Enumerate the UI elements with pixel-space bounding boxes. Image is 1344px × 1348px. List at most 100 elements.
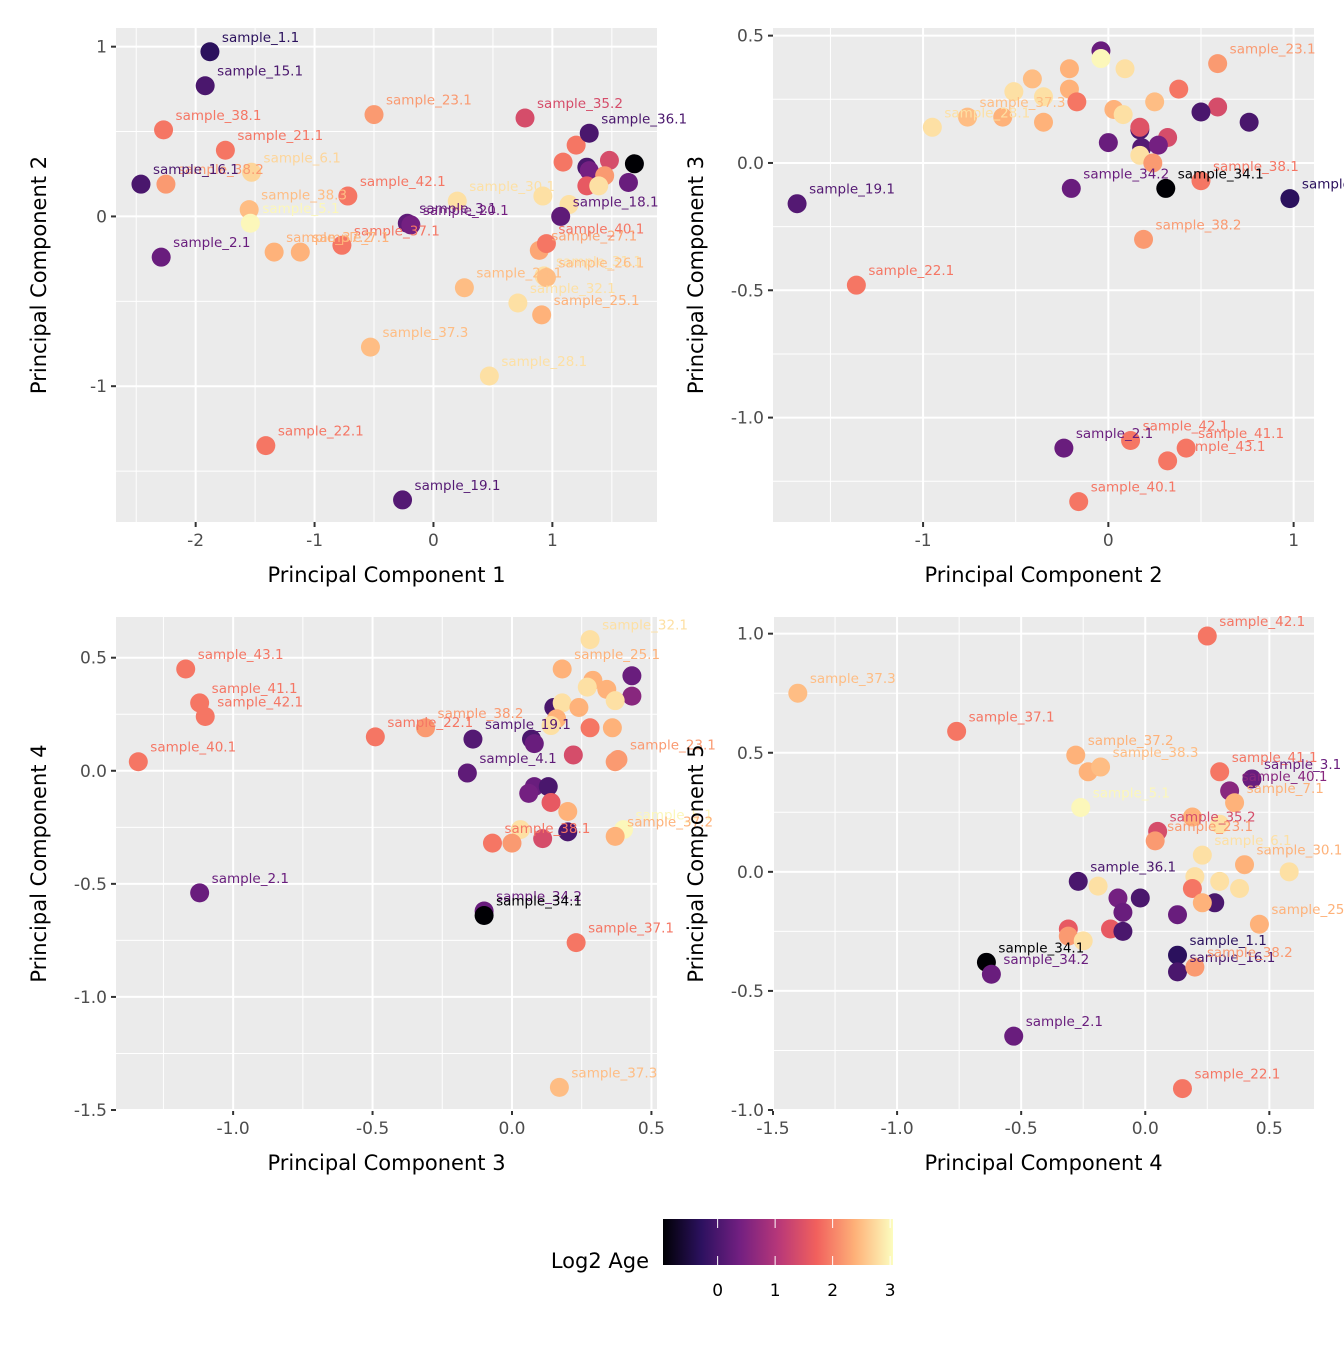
data-point xyxy=(365,727,385,747)
point-label: sample_38.1 xyxy=(176,108,262,124)
data-point xyxy=(1145,92,1165,112)
x-tick-label: -1.0 xyxy=(217,1119,250,1139)
y-tick-label: 1 xyxy=(96,38,107,58)
y-tick-label: -1.5 xyxy=(74,1101,107,1121)
data-point xyxy=(482,833,502,853)
point-label: sample_32.1 xyxy=(530,281,616,297)
y-tick-label: -1.0 xyxy=(731,409,764,429)
data-point xyxy=(1113,921,1133,941)
data-point xyxy=(1225,793,1245,813)
y-tick-label: -0.5 xyxy=(74,875,107,895)
data-point xyxy=(515,108,535,128)
point-label: sample_42.1 xyxy=(360,174,446,190)
point-label: sample_40.1 xyxy=(1242,769,1328,785)
data-point xyxy=(536,268,556,288)
point-label: sample_6.1 xyxy=(264,150,341,166)
data-point xyxy=(608,749,628,769)
data-point xyxy=(1073,931,1093,951)
point-label: sample_34.2 xyxy=(1083,166,1169,182)
data-point xyxy=(622,666,642,686)
data-point xyxy=(1235,855,1255,875)
data-point xyxy=(553,152,573,172)
data-point xyxy=(151,247,171,267)
data-point xyxy=(1182,879,1202,899)
point-label: sample_31.1 xyxy=(556,254,642,270)
data-point xyxy=(242,162,262,182)
point-label: sample_25.1 xyxy=(574,647,660,663)
point-label: sample_22.1 xyxy=(868,263,954,279)
data-point xyxy=(1121,431,1141,451)
data-point xyxy=(566,135,586,155)
point-label: sample_37.2 xyxy=(286,230,372,246)
data-point xyxy=(981,964,1001,984)
point-label: sample_23.1 xyxy=(1230,42,1316,58)
y-tick-label: 0.0 xyxy=(737,863,764,883)
panel-pc1-vs-pc2: -2 -1 0 1 -1 0 1 Principal Component 1 Principal… xyxy=(27,28,687,587)
point-label: sample_6.1 xyxy=(1214,833,1291,849)
data-point xyxy=(551,206,571,226)
point-label: sample_37.1 xyxy=(354,223,440,239)
point-label: sample_3.1 xyxy=(419,201,496,217)
data-point xyxy=(1148,135,1168,155)
data-point xyxy=(457,763,477,783)
point-label: sample_37.2 xyxy=(627,814,713,830)
data-point xyxy=(1210,871,1230,891)
data-point xyxy=(1058,926,1078,946)
y-tick-label: 1.0 xyxy=(737,625,764,645)
data-point xyxy=(577,677,597,697)
data-point xyxy=(1192,845,1212,865)
x-tick-label: 0 xyxy=(428,531,439,551)
point-label: sample_38.3 xyxy=(261,188,347,204)
x-tick-label: -2 xyxy=(187,531,204,551)
data-point xyxy=(1113,902,1133,922)
data-point xyxy=(1210,762,1230,782)
plot-background xyxy=(116,617,657,1110)
data-point xyxy=(1113,105,1133,125)
data-point xyxy=(1279,862,1299,882)
point-label: sample_7.1 xyxy=(312,230,389,246)
y-tick-label: -0.5 xyxy=(731,982,764,1002)
point-label: sample_37.1 xyxy=(588,921,674,937)
data-point xyxy=(290,242,310,262)
point-label: sample_34.2 xyxy=(1003,952,1089,968)
point-label: sample_41.1 xyxy=(1232,750,1318,766)
x-axis-title: Principal Component 1 xyxy=(267,563,505,587)
data-point xyxy=(1192,893,1212,913)
data-point xyxy=(1249,914,1269,934)
data-point xyxy=(510,820,530,840)
y-tick-label: -1 xyxy=(90,377,107,397)
y-tick-label: 0.5 xyxy=(80,649,107,669)
data-point xyxy=(1004,82,1024,102)
point-label: sample_23.1 xyxy=(1167,819,1253,835)
x-tick-label: 0.0 xyxy=(1132,1119,1159,1139)
point-label: sample_38.2 xyxy=(438,706,524,722)
data-point xyxy=(1158,451,1178,471)
point-label: sample_37.3 xyxy=(810,671,896,687)
point-label: sample_23.1 xyxy=(630,737,716,753)
point-label: sample_3.1 xyxy=(1264,757,1341,773)
point-label: sample_38.3 xyxy=(1113,745,1199,761)
point-label: sample_26.1 xyxy=(558,256,644,272)
point-label: sample_19.1 xyxy=(485,717,571,733)
data-point xyxy=(579,161,599,181)
data-point xyxy=(1059,59,1079,79)
data-point xyxy=(536,234,556,254)
point-label: sample_1.1 xyxy=(1302,177,1344,193)
data-point xyxy=(1130,888,1150,908)
y-tick-label: 0 xyxy=(96,207,107,227)
data-point xyxy=(256,436,276,456)
data-point xyxy=(579,123,599,143)
data-point xyxy=(580,630,600,650)
data-point xyxy=(787,194,807,214)
point-label: sample_38.2 xyxy=(178,162,264,178)
data-point xyxy=(1156,178,1176,198)
point-label: sample_36.1 xyxy=(601,111,687,127)
point-label: sample_4.1 xyxy=(479,751,556,767)
x-tick-label: -1 xyxy=(306,531,323,551)
data-point xyxy=(1197,626,1217,646)
data-point xyxy=(360,337,380,357)
data-point xyxy=(1054,438,1074,458)
point-label: sample_30.1 xyxy=(469,179,555,195)
point-label: sample_7.1 xyxy=(1247,781,1324,797)
panel-pc4-vs-pc5: -1.5 -1.0 -0.5 0.0 0.5-1.0-0.50.00.51.0Princ… xyxy=(684,614,1344,1175)
